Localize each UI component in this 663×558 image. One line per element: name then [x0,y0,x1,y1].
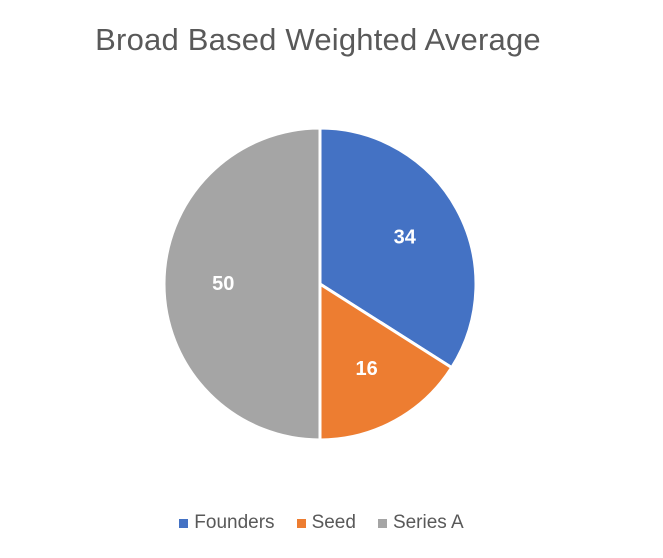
legend-item-founders[interactable]: Founders [179,512,275,534]
legend-label-series-a: Series A [392,512,464,533]
legend-item-series-a[interactable]: Series A [377,512,464,534]
pie-data-labels: 34 16 50 [212,226,417,379]
legend-swatch-seed [296,518,306,528]
legend-item-seed[interactable]: Seed [296,512,356,534]
chart-legend: Founders Seed Series A [0,512,643,534]
chart-title: Broad Based Weighted Average [95,22,541,57]
legend-swatch-founders [179,518,189,528]
pie-slice-seed[interactable] [318,282,454,442]
legend-label-founders: Founders [194,512,275,533]
legend-label-seed: Seed [311,512,356,533]
data-label-series-a: 50 [212,273,234,295]
data-label-seed: 16 [355,358,377,380]
pie-slice-series-a[interactable] [162,126,322,442]
legend-swatch-series-a [377,518,387,528]
data-label-founders: 34 [394,226,417,248]
pie-slices [162,126,478,442]
